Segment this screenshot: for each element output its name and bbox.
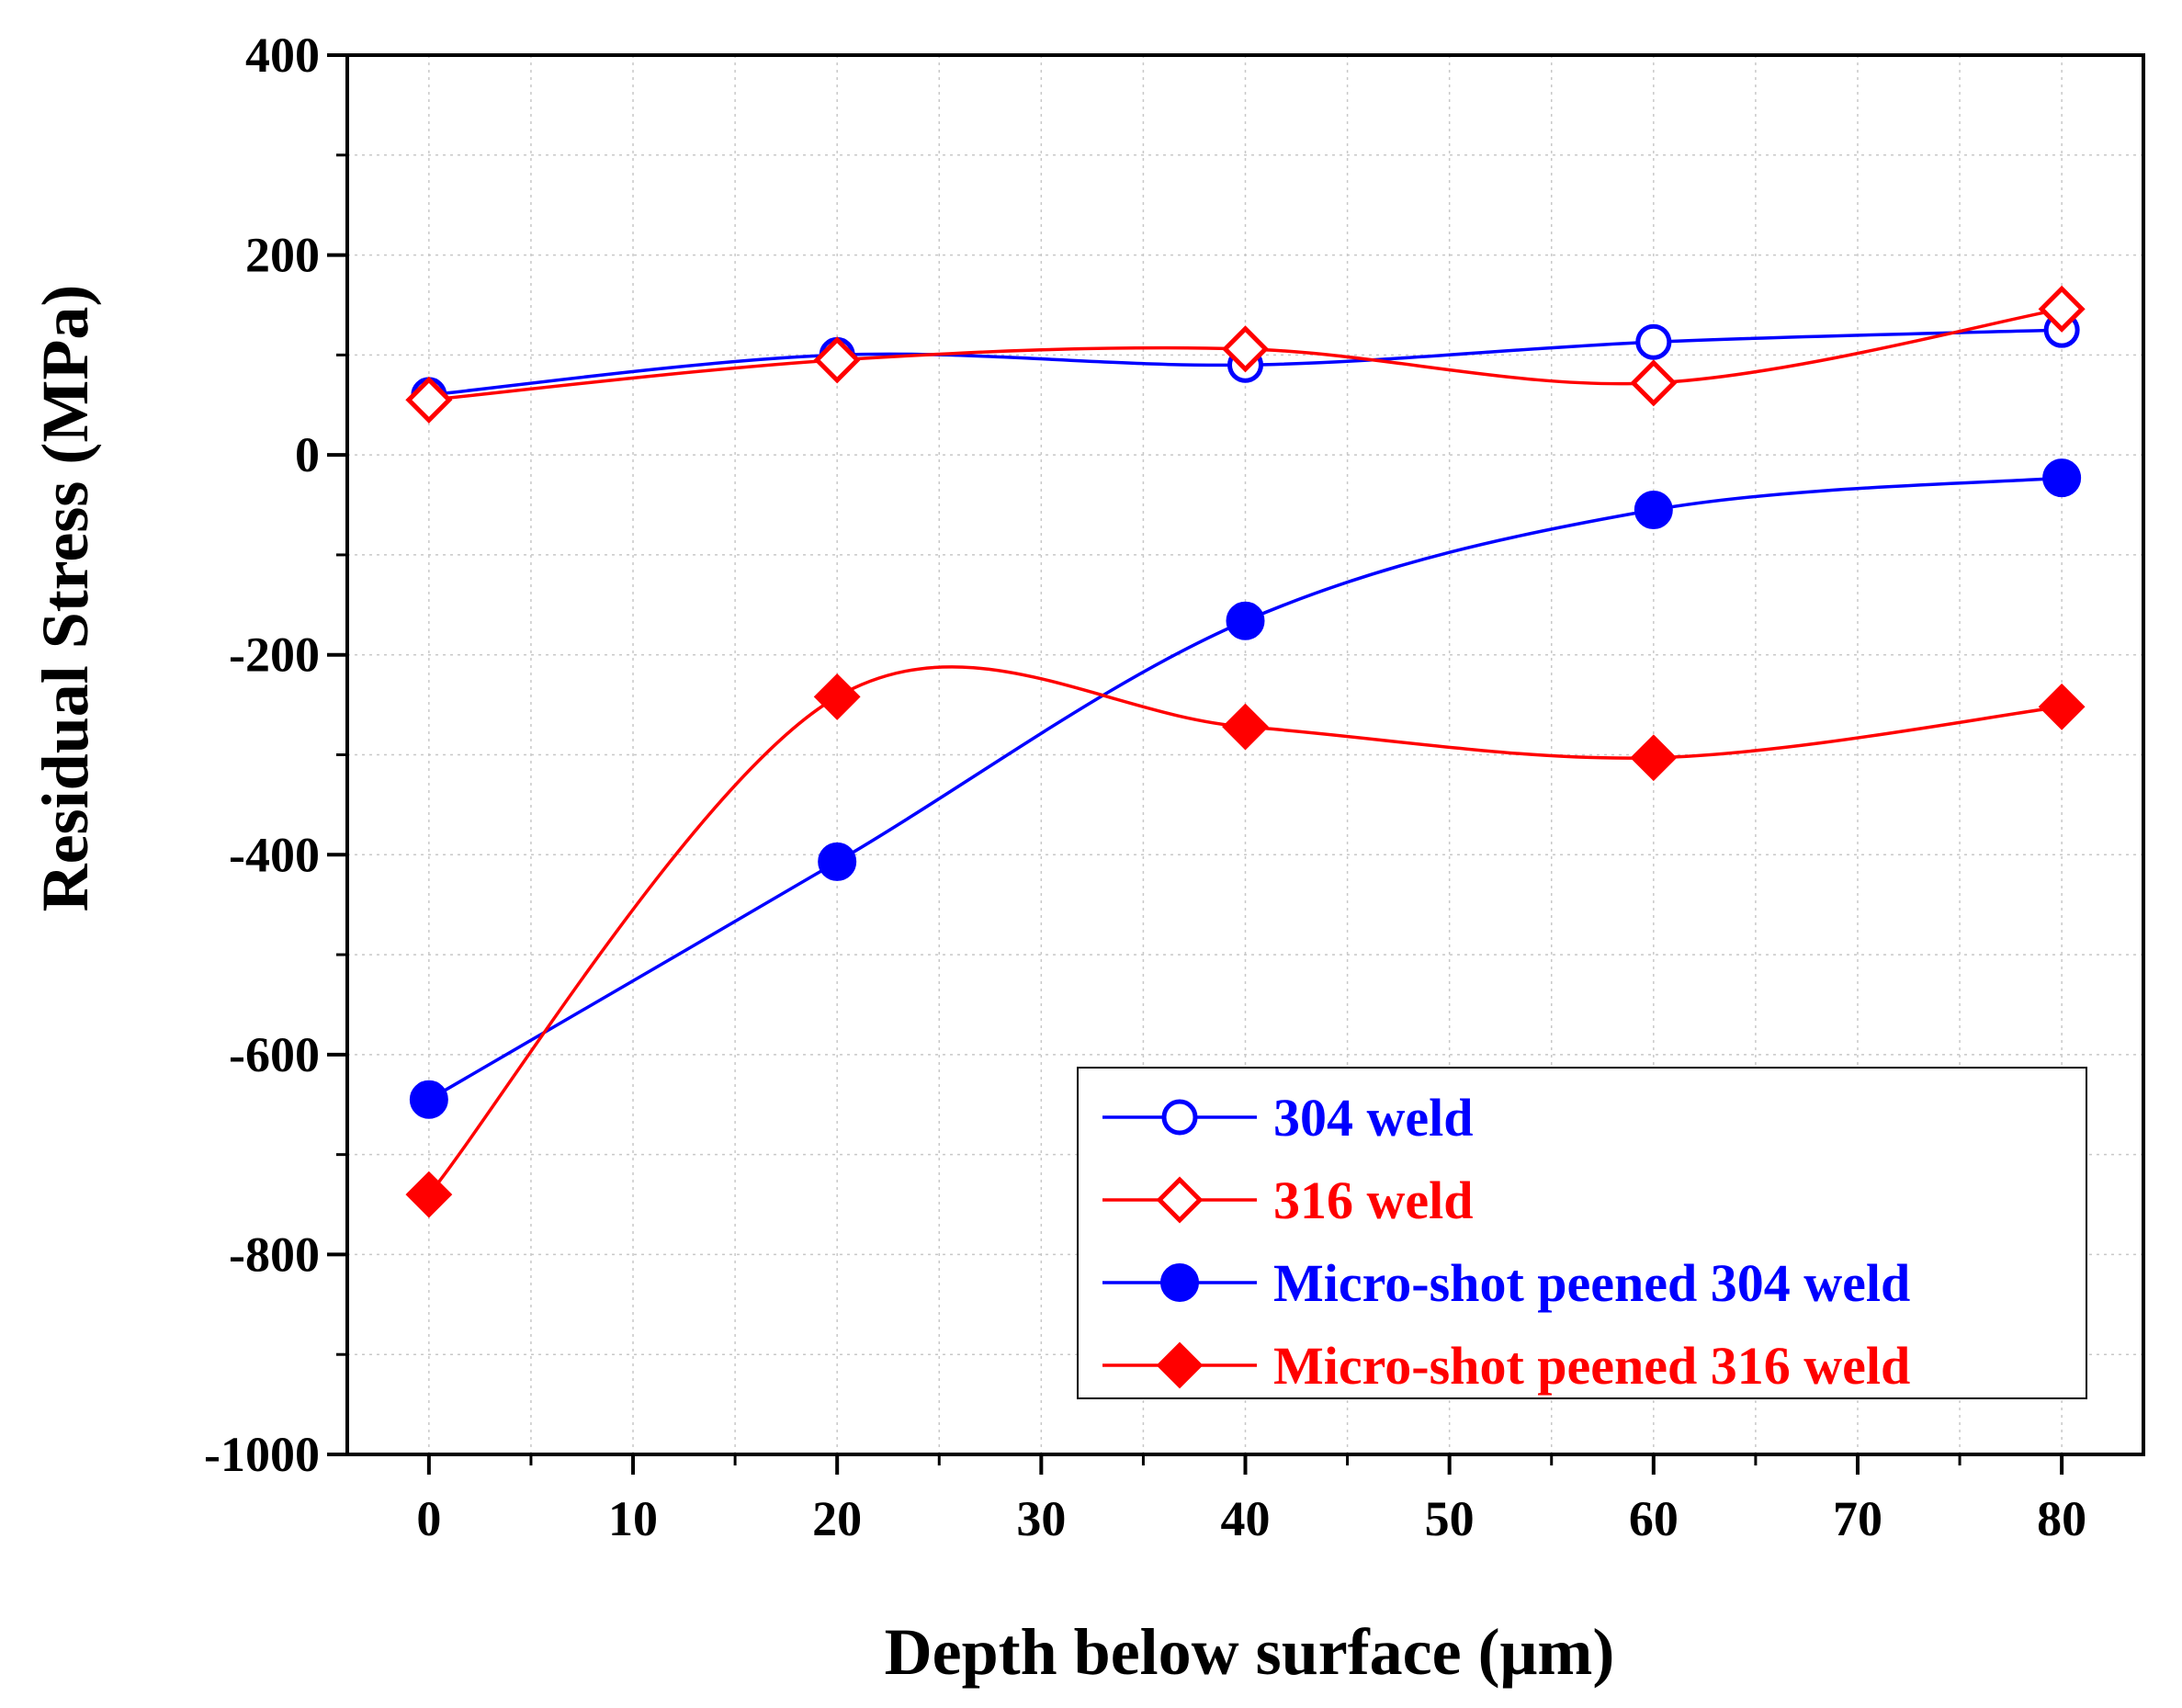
series-layer [405,285,2086,1218]
x-tick-label: 80 [2037,1491,2086,1546]
x-tick-label: 30 [1016,1491,1066,1546]
y-tick-label: 0 [295,427,320,482]
y-tick-label: -200 [229,628,320,683]
data-point [2042,458,2082,498]
data-point [1634,490,1673,529]
legend-label: Micro-shot peened 316 weld [1273,1336,1910,1396]
legend-label: Micro-shot peened 304 weld [1273,1253,1910,1313]
legend-marker [1161,1099,1198,1136]
x-tick-label: 50 [1425,1491,1475,1546]
legend-entries: 304 weld 316 weld Micro-shot peened 304 we… [1102,1088,1910,1396]
y-tick-label: -600 [229,1027,320,1082]
series-3 [409,458,2082,1119]
data-point [1630,734,1678,782]
y-tick-label: 400 [245,28,320,83]
series-2 [405,285,2086,424]
series-line [427,665,2063,1196]
x-tick-label: 60 [1629,1491,1679,1546]
data-point [405,376,453,424]
data-point [1221,325,1270,373]
legend-marker [1160,1263,1199,1302]
legend-entry: 316 weld [1102,1171,1474,1230]
x-tick-label: 0 [416,1491,441,1546]
legend-entry: Micro-shot peened 304 weld [1102,1253,1910,1313]
y-tick-label: -400 [229,827,320,882]
x-tick-label: 40 [1221,1491,1271,1546]
data-point [1635,323,1672,360]
legend-marker [1156,1341,1204,1389]
data-point [813,673,861,720]
data-point [2038,285,2086,333]
legend-box [1077,1067,2087,1399]
data-point [409,1080,448,1119]
series-4 [405,665,2086,1218]
data-point [1630,359,1678,407]
legend: 304 weld 316 weld Micro-shot peened 304 we… [1077,1067,2087,1399]
legend-marker [1156,1176,1204,1224]
y-axis-title: Residual Stress (MPa) [28,285,102,912]
x-tick-label: 70 [1833,1491,1882,1546]
tick-labels: -1000 -800 -600 -400 -200 0 200 400 0 10 20 30 40 50 6… [204,28,2086,1546]
data-point [405,1171,453,1218]
data-point [1226,601,1265,640]
y-tick-label: -1000 [204,1427,320,1482]
data-point [2038,683,2086,730]
data-point [818,842,857,881]
x-tick-label: 10 [608,1491,658,1546]
x-tick-label: 20 [812,1491,862,1546]
legend-label: 316 weld [1273,1171,1474,1230]
y-tick-label: 200 [245,228,320,283]
x-axis-title: Depth below surface (μm) [885,1615,1615,1689]
data-point [1222,703,1269,751]
axes [327,53,2145,1475]
legend-entry: 304 weld [1102,1088,1474,1148]
data-point [813,336,861,384]
legend-entry: Micro-shot peened 316 weld [1102,1336,1910,1396]
y-tick-label: -800 [229,1227,320,1282]
legend-label: 304 weld [1273,1088,1474,1148]
